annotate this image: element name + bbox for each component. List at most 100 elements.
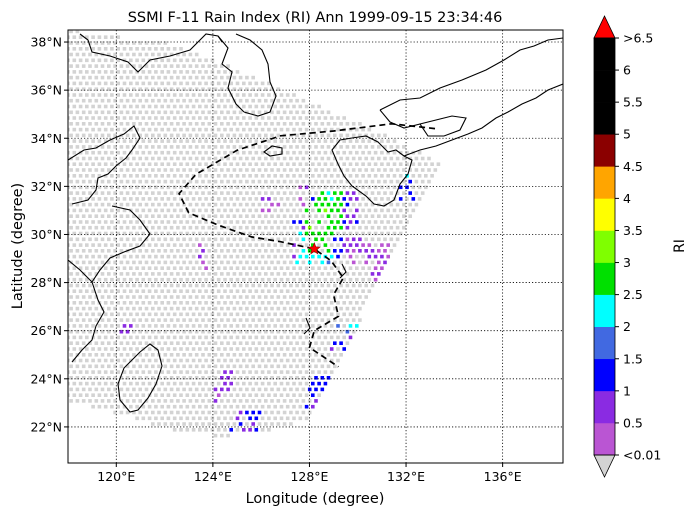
swath-pixel	[210, 127, 215, 132]
swath-pixel	[68, 208, 70, 213]
swath-pixel	[75, 214, 80, 218]
swath-pixel	[323, 139, 328, 143]
swath-pixel	[351, 295, 356, 299]
swath-pixel	[257, 353, 262, 357]
swath-pixel	[282, 422, 287, 426]
swath-pixel	[172, 416, 177, 421]
swath-pixel	[185, 277, 190, 282]
swath-pixel	[166, 301, 171, 305]
swath-pixel	[235, 347, 240, 351]
swath-pixel	[182, 52, 186, 57]
swath-pixel	[242, 393, 246, 397]
swath-pixel	[254, 324, 259, 328]
swath-pixel	[204, 58, 208, 63]
swath-pixel	[176, 110, 180, 115]
swath-pixel	[251, 225, 255, 230]
swath-pixel	[75, 318, 80, 322]
rain-pixel	[377, 249, 381, 253]
swath-pixel	[257, 214, 262, 218]
swath-pixel	[326, 353, 331, 357]
swath-pixel	[154, 58, 158, 63]
swath-pixel	[91, 70, 95, 74]
swath-pixel	[135, 335, 139, 340]
swath-pixel	[361, 139, 365, 143]
swath-pixel	[226, 410, 230, 415]
swath-pixel	[342, 231, 346, 236]
swath-pixel	[317, 139, 321, 143]
swath-pixel	[355, 254, 359, 259]
swath-pixel	[163, 341, 168, 345]
swath-pixel	[157, 387, 161, 392]
swath-pixel	[100, 156, 105, 161]
rain-pixel	[298, 220, 303, 224]
swath-pixel	[78, 208, 83, 213]
swath-pixel	[273, 393, 277, 397]
swath-pixel	[107, 387, 111, 392]
swath-pixel	[151, 98, 155, 103]
swath-pixel	[276, 168, 281, 172]
swath-pixel	[97, 197, 102, 201]
swath-pixel	[72, 104, 77, 109]
swath-pixel	[198, 220, 202, 224]
swath-pixel	[336, 231, 340, 236]
swath-pixel	[163, 272, 168, 276]
swath-pixel	[182, 202, 186, 207]
swath-pixel	[198, 58, 202, 63]
rain-pixel	[348, 243, 353, 247]
swath-pixel	[141, 162, 146, 166]
swath-pixel	[122, 47, 127, 51]
swath-pixel	[94, 145, 99, 149]
swath-pixel	[122, 70, 127, 74]
swath-pixel	[358, 272, 362, 276]
swath-pixel	[157, 156, 161, 161]
swath-pixel	[135, 381, 139, 386]
swath-pixel	[238, 353, 243, 357]
swath-pixel	[100, 295, 105, 299]
swath-pixel	[383, 237, 387, 242]
swath-pixel	[260, 404, 265, 409]
swath-pixel	[289, 168, 293, 172]
swath-pixel	[226, 353, 230, 357]
swath-pixel	[226, 249, 230, 253]
swath-pixel	[264, 133, 268, 138]
swath-pixel	[169, 399, 174, 403]
swath-pixel	[248, 347, 252, 351]
swath-pixel	[339, 122, 343, 126]
swath-pixel	[311, 139, 315, 143]
swath-pixel	[113, 249, 117, 253]
swath-pixel	[207, 249, 212, 253]
rain-pixel	[329, 231, 334, 236]
swath-pixel	[270, 249, 274, 253]
swath-pixel	[317, 266, 321, 270]
swath-pixel	[248, 104, 252, 109]
swath-pixel	[201, 364, 205, 369]
swath-pixel	[110, 220, 114, 224]
swath-pixel	[188, 75, 193, 80]
swath-pixel	[91, 312, 95, 317]
swath-pixel	[78, 162, 83, 166]
swath-pixel	[151, 329, 155, 334]
swath-pixel	[103, 139, 108, 143]
swath-pixel	[91, 139, 95, 143]
swath-pixel	[210, 312, 215, 317]
swath-pixel	[223, 416, 227, 421]
swath-pixel	[411, 162, 416, 166]
swath-pixel	[204, 185, 208, 190]
swath-pixel	[257, 283, 262, 288]
swath-pixel	[72, 312, 77, 317]
swath-pixel	[69, 145, 73, 149]
swath-pixel	[116, 243, 120, 247]
rain-pixel	[320, 376, 325, 380]
swath-pixel	[116, 335, 120, 340]
swath-pixel	[201, 422, 205, 426]
swath-pixel	[216, 162, 221, 166]
swath-pixel	[194, 110, 199, 115]
swath-pixel	[267, 289, 271, 293]
swath-pixel	[392, 139, 397, 143]
swath-pixel	[260, 174, 265, 178]
swath-pixel	[107, 376, 111, 380]
swath-pixel	[151, 353, 155, 357]
swath-pixel	[342, 139, 346, 143]
swath-pixel	[119, 75, 124, 80]
